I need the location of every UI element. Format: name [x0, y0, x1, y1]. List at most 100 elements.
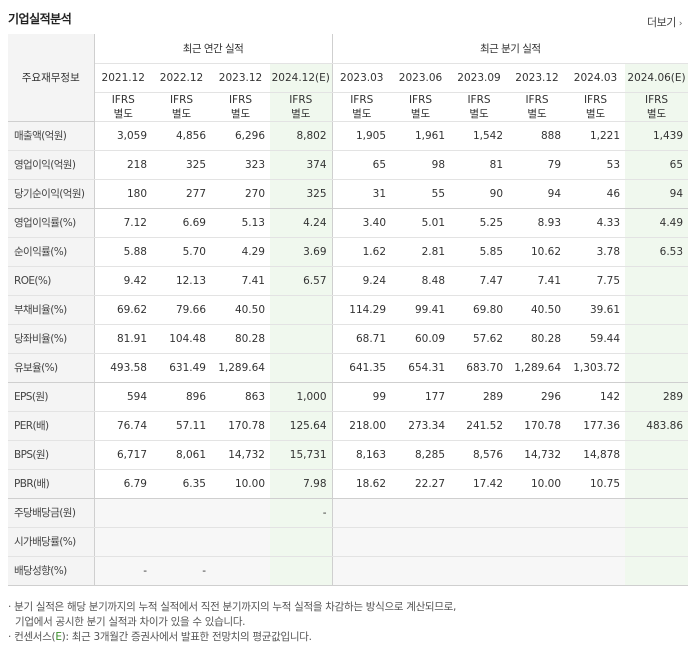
ifrs-sub-label: 별도	[171, 107, 192, 120]
value-cell: 40.50	[211, 295, 270, 325]
value-cell: 325	[270, 179, 333, 209]
value-cell	[566, 556, 626, 586]
period-header: 2023.12	[211, 63, 270, 93]
value-cell: 65	[625, 150, 689, 180]
value-cell: 177	[391, 382, 451, 412]
value-cell: 46	[566, 179, 626, 209]
value-cell	[508, 498, 567, 528]
value-cell: 59.44	[566, 324, 626, 354]
value-cell: 12.13	[152, 266, 211, 296]
more-link[interactable]: 더보기 ›	[647, 14, 683, 30]
value-cell: 1,905	[332, 121, 392, 151]
table-row: 영업이익(억원) 218 325 323 374 65 98 81 79 53 65	[8, 150, 689, 180]
value-cell: 218	[94, 150, 152, 180]
ifrs-label: IFRS	[111, 93, 135, 106]
value-cell: 5.88	[94, 237, 152, 267]
value-cell	[211, 527, 270, 557]
row-label: 매출액(억원)	[8, 121, 95, 151]
value-cell	[94, 498, 152, 528]
ifrs-label: IFRS	[289, 93, 313, 106]
ifrs-sub-label: 별도	[585, 107, 606, 120]
value-cell: 9.24	[332, 266, 392, 296]
value-cell: 218.00	[332, 411, 392, 441]
value-cell: 296	[508, 382, 567, 412]
row-label: BPS(원)	[8, 440, 95, 470]
value-cell: 65	[332, 150, 392, 180]
table-row: PER(배) 76.74 57.11 170.78 125.64 218.00 273.34…	[8, 411, 689, 441]
value-cell: 14,878	[566, 440, 626, 470]
footnotes: · 분기 실적은 해당 분기까지의 누적 실적에서 직전 분기까지의 누적 실적…	[8, 600, 688, 645]
ifrs-sub-label: 별도	[230, 107, 251, 120]
value-cell: 483.86	[625, 411, 689, 441]
value-cell: 5.25	[450, 208, 509, 238]
value-cell: 10.00	[211, 469, 270, 499]
value-cell	[625, 295, 689, 325]
ifrs-header: IFRS 별도	[625, 92, 689, 122]
value-cell: 325	[152, 150, 211, 180]
table-row: PBR(배) 6.79 6.35 10.00 7.98 18.62 22.27 17.42 10…	[8, 469, 689, 499]
ifrs-sub-label: 별도	[410, 107, 431, 120]
value-cell: 14,732	[508, 440, 567, 470]
value-cell: 289	[450, 382, 509, 412]
value-cell: 7.98	[270, 469, 333, 499]
value-cell	[450, 527, 509, 557]
value-cell: 79	[508, 150, 567, 180]
table-row: 순이익률(%) 5.88 5.70 4.29 3.69 1.62 2.81 5.85 10.62…	[8, 237, 689, 267]
row-label: 당좌비율(%)	[8, 324, 95, 354]
value-cell	[391, 556, 451, 586]
value-cell: 1,439	[625, 121, 689, 151]
value-cell: 15,731	[270, 440, 333, 470]
table-row: 당기순이익(억원) 180 277 270 325 31 55 90 94 46 94	[8, 179, 689, 209]
ifrs-label: IFRS	[169, 93, 194, 106]
ifrs-sub-label: 별도	[291, 107, 311, 120]
value-cell: 6.69	[152, 208, 211, 238]
value-cell	[211, 498, 270, 528]
value-cell	[625, 353, 689, 383]
value-cell: 4,856	[152, 121, 211, 151]
value-cell	[270, 353, 333, 383]
value-cell: 76.74	[94, 411, 152, 441]
table-row: 부채비율(%) 69.62 79.66 40.50 114.29 99.41 69.80 40…	[8, 295, 689, 325]
value-cell	[625, 324, 689, 354]
value-cell: 7.41	[508, 266, 567, 296]
value-cell	[270, 556, 333, 586]
value-cell	[508, 556, 567, 586]
value-cell: 125.64	[270, 411, 333, 441]
table-row: 주당배당금(원) -	[8, 498, 689, 528]
value-cell: 1,289.64	[211, 353, 270, 383]
row-label: 부채비율(%)	[8, 295, 95, 325]
value-cell: 654.31	[391, 353, 451, 383]
value-cell: 8,802	[270, 121, 333, 151]
row-label: EPS(원)	[8, 382, 95, 412]
financial-table: 주요재무정보 최근 연간 실적 최근 분기 실적 2021.12 2022.12 2…	[8, 34, 689, 586]
value-cell: 79.66	[152, 295, 211, 325]
ifrs-label: IFRS	[525, 93, 549, 106]
table-row: 유보율(%) 493.58 631.49 1,289.64 641.35 654.31 68…	[8, 353, 689, 383]
row-label: 시가배당률(%)	[8, 527, 95, 557]
value-cell: 142	[566, 382, 626, 412]
table-row: BPS(원) 6,717 8,061 14,732 15,731 8,163 8,285 8,…	[8, 440, 689, 470]
ifrs-label: IFRS	[408, 93, 433, 106]
value-cell: 323	[211, 150, 270, 180]
value-cell	[332, 556, 392, 586]
value-cell: 14,732	[211, 440, 270, 470]
value-cell	[625, 556, 689, 586]
value-cell: 5.01	[391, 208, 451, 238]
ifrs-label: IFRS	[467, 93, 491, 106]
value-cell	[391, 527, 451, 557]
value-cell	[270, 295, 333, 325]
table-row: 시가배당률(%)	[8, 527, 689, 557]
period-header: 2023.03	[332, 63, 392, 93]
value-cell: 8,163	[332, 440, 392, 470]
group-annual: 최근 연간 실적	[94, 34, 333, 64]
value-cell: 4.33	[566, 208, 626, 238]
value-cell	[332, 498, 392, 528]
value-cell: 289	[625, 382, 689, 412]
value-cell: 3.69	[270, 237, 333, 267]
value-cell: 270	[211, 179, 270, 209]
ifrs-header: IFRS 별도	[94, 92, 152, 122]
value-cell: 1.62	[332, 237, 392, 267]
value-cell: 6.35	[152, 469, 211, 499]
value-cell: 3.78	[566, 237, 626, 267]
value-cell: 5.85	[450, 237, 509, 267]
